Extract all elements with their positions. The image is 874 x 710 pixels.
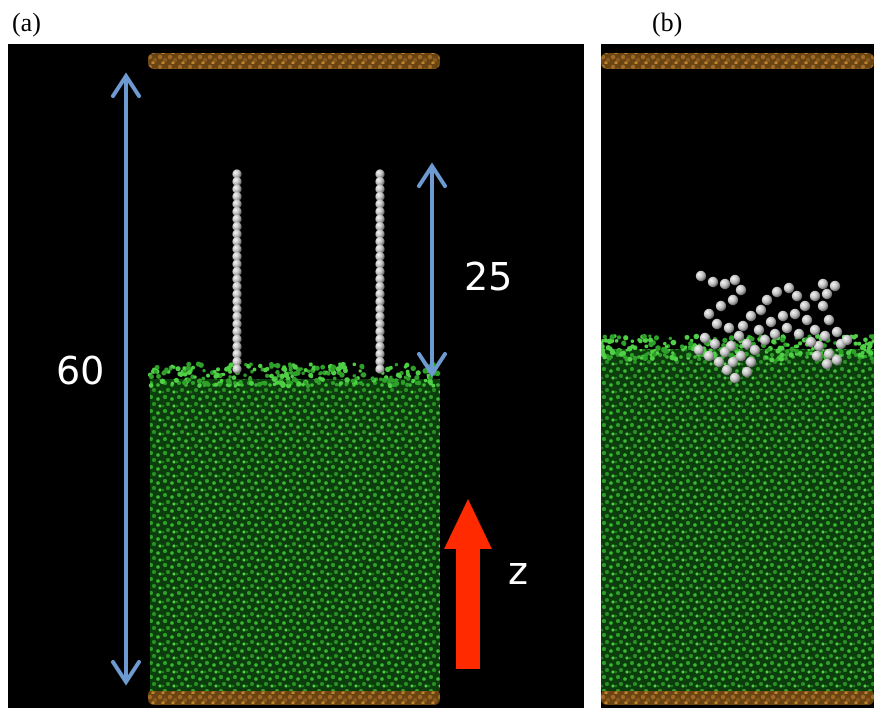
grafted-chain-right bbox=[375, 169, 385, 374]
polymer-melt bbox=[147, 361, 441, 691]
collapsed-grafted-chains bbox=[693, 270, 853, 384]
box-height-arrow bbox=[111, 72, 141, 686]
top-wall-b bbox=[601, 53, 874, 69]
panel-b-simulation-view bbox=[601, 44, 874, 708]
top-wall bbox=[148, 53, 440, 69]
polymer-melt-b bbox=[601, 333, 874, 691]
chain-length-label: 25 bbox=[464, 255, 512, 299]
z-axis-arrow bbox=[444, 499, 492, 669]
panel-a-canvas: 60 25 z bbox=[56, 53, 528, 705]
box-height-label: 60 bbox=[56, 349, 104, 393]
z-axis-label: z bbox=[508, 549, 528, 593]
bottom-wall-b bbox=[601, 689, 874, 705]
panel-b-canvas bbox=[601, 53, 874, 705]
panel-a-simulation-view: 60 25 z bbox=[8, 44, 584, 708]
panel-a-label: (a) bbox=[12, 8, 41, 37]
grafted-chain-left bbox=[232, 169, 242, 374]
bottom-wall bbox=[148, 689, 440, 705]
chain-length-arrow bbox=[417, 162, 447, 378]
panel-b-label: (b) bbox=[652, 8, 683, 37]
